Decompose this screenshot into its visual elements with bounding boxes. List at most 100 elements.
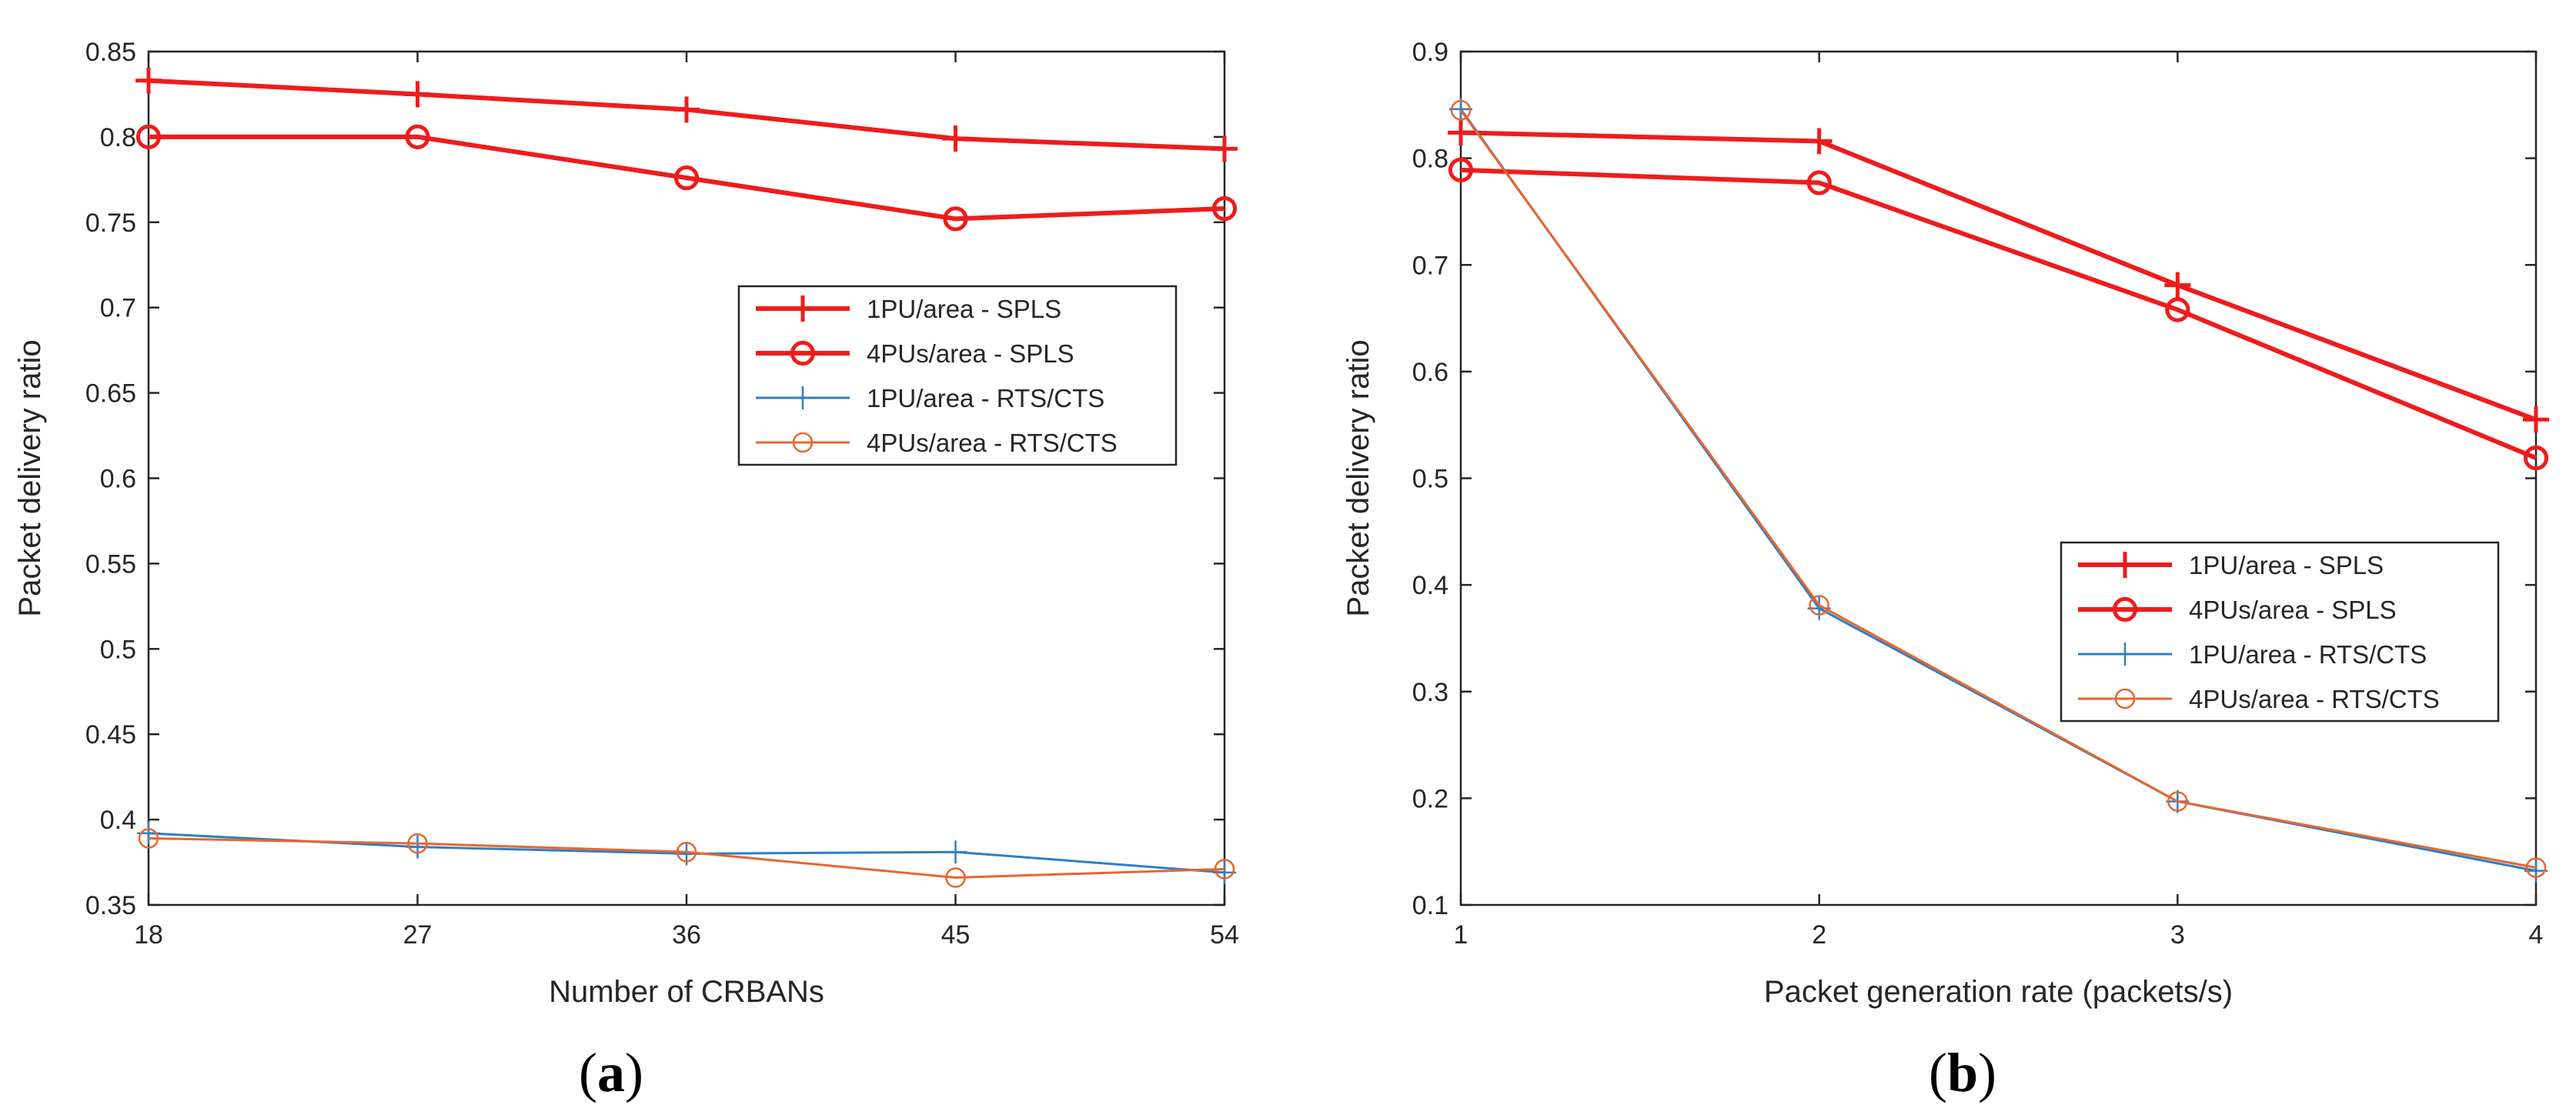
series-line	[1459, 109, 2537, 869]
circle-marker	[407, 833, 428, 854]
circle-marker	[673, 165, 700, 191]
x-tick-label: 2	[1812, 920, 1826, 950]
plus-marker	[942, 125, 969, 152]
series-line	[1460, 130, 2538, 422]
plus-marker	[1806, 128, 1833, 155]
legend-label: 1PU/area - SPLS	[2189, 551, 2384, 579]
y-tick-label: 0.4	[100, 806, 136, 835]
circle-marker	[945, 867, 966, 888]
data-point	[1809, 595, 1829, 616]
data-point	[138, 828, 159, 849]
series-1	[135, 67, 1238, 162]
plus-marker	[673, 96, 700, 123]
series-line	[1460, 167, 2538, 460]
circle-marker	[2525, 857, 2547, 878]
legend-item: 4PUs/area - RTS/CTS	[756, 429, 1118, 457]
legend-label: 1PU/area - RTS/CTS	[867, 384, 1104, 412]
circle-marker	[2165, 297, 2190, 322]
chart-panel-b: 0.1 0.2 0.3 0.4 0.5 0.6 0.7 0.8 0.9 1 2 3 4 Packet ge…	[1341, 38, 2549, 1103]
panel-caption: (a)	[579, 1042, 643, 1103]
y-tick-label: 0.7	[1412, 251, 1448, 280]
plus-marker	[1448, 119, 1474, 146]
circle-marker	[1211, 195, 1238, 222]
circle-marker	[1806, 170, 1832, 195]
plus-marker	[1211, 135, 1238, 162]
circle-marker	[1809, 595, 1829, 616]
y-tick-label: 0.5	[1412, 465, 1448, 494]
y-tick-label: 0.7	[100, 294, 136, 323]
data-point	[1448, 157, 1474, 182]
data-point	[1211, 195, 1238, 222]
circle-marker	[1214, 859, 1235, 880]
legend-label: 4PUs/area - RTS/CTS	[867, 429, 1118, 457]
legend-label: 1PU/area - RTS/CTS	[2189, 640, 2427, 669]
data-point	[135, 124, 162, 149]
circle-marker	[790, 340, 816, 366]
data-point	[1214, 859, 1235, 880]
series-line	[148, 836, 1225, 880]
data-point	[2164, 272, 2191, 299]
caption-open-paren: (	[579, 1042, 597, 1103]
y-tick-label: 0.9	[1412, 38, 1448, 67]
data-point	[673, 165, 700, 191]
circle-marker	[405, 124, 430, 149]
plus-marker	[2523, 406, 2549, 433]
x-tick-label: 54	[1210, 920, 1239, 950]
plus-marker	[944, 840, 967, 864]
data-point	[2167, 791, 2188, 812]
plus-marker	[404, 81, 431, 108]
legend-item: 1PU/area - RTS/CTS	[2078, 640, 2427, 669]
y-axis-label: Packet delivery ratio	[1341, 339, 1375, 616]
caption-open-paren: (	[1929, 1042, 1947, 1103]
series-2	[1448, 157, 2549, 471]
data-point	[942, 125, 969, 152]
y-tick-label: 0.6	[100, 465, 136, 494]
circle-marker	[138, 828, 159, 849]
y-tick-label: 0.75	[85, 209, 136, 238]
y-tick-label: 0.6	[1412, 358, 1448, 387]
caption-close-paren: )	[1978, 1042, 1996, 1103]
data-point	[1450, 99, 1472, 121]
y-axis-label: Packet delivery ratio	[13, 339, 47, 616]
axes-box	[147, 50, 1226, 906]
y-tick-label: 0.1	[1412, 891, 1448, 920]
data-point	[2523, 406, 2549, 433]
y-tick-label: 0.5	[100, 635, 136, 664]
legend-box	[2060, 541, 2500, 723]
data-point	[1806, 128, 1833, 155]
circle-marker	[792, 432, 814, 453]
y-tick-label: 0.8	[1412, 145, 1448, 174]
legend-label: 1PU/area - SPLS	[867, 295, 1061, 323]
y-tick-label: 0.8	[100, 123, 136, 152]
legend: 1PU/area - SPLS 4PUs/area - SPLS 1PU/area …	[2060, 541, 2500, 723]
x-axis-label: Packet generation rate (packets/s)	[1764, 975, 2233, 1009]
circle-marker	[943, 206, 968, 232]
circle-marker	[2112, 596, 2138, 623]
x-tick-label: 27	[403, 920, 433, 950]
legend-item: 1PU/area - RTS/CTS	[756, 384, 1104, 412]
circle-marker	[135, 124, 162, 149]
y-tick-label: 0.35	[85, 891, 136, 920]
caption-letter: a	[597, 1042, 625, 1103]
data-point	[676, 841, 697, 863]
series-4	[138, 828, 1235, 888]
plus-marker	[135, 67, 162, 94]
data-point	[405, 124, 430, 149]
legend-box	[737, 285, 1178, 466]
data-point	[2523, 446, 2549, 471]
y-tick-label: 0.45	[85, 720, 136, 749]
circle-marker	[676, 841, 697, 863]
legend-label: 4PUs/area - SPLS	[867, 339, 1074, 368]
plus-marker	[2112, 552, 2138, 578]
legend-item: 1PU/area - SPLS	[756, 295, 1061, 323]
data-point	[1448, 119, 1474, 146]
data-point	[673, 96, 700, 123]
plus-marker	[2164, 272, 2191, 299]
data-point	[1211, 135, 1238, 162]
x-tick-label: 1	[1454, 920, 1468, 950]
y-tick-label: 0.85	[85, 38, 136, 67]
data-point	[2525, 857, 2547, 878]
circle-marker	[2167, 791, 2188, 812]
y-tick-label: 0.4	[1412, 571, 1448, 600]
